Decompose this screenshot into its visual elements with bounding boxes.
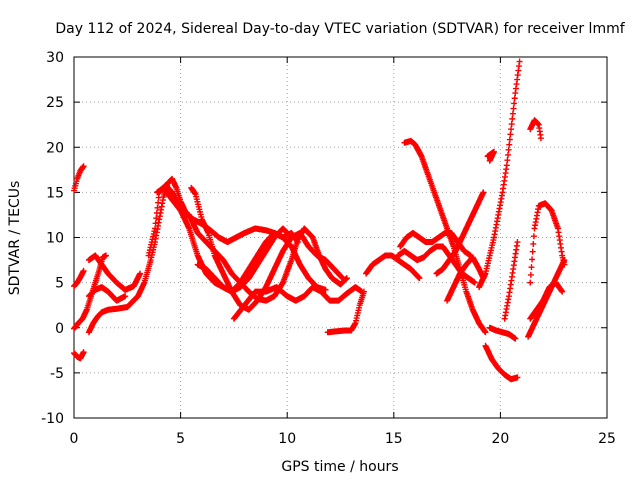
grid-lines bbox=[74, 57, 607, 418]
x-axis-label: GPS time / hours bbox=[281, 459, 398, 475]
data-point-markers bbox=[484, 148, 498, 164]
series-arc-7 bbox=[85, 284, 129, 304]
series-arc-5 bbox=[85, 175, 301, 336]
data-point-markers bbox=[154, 184, 350, 304]
series-arc-21 bbox=[484, 148, 498, 164]
series-arc-25 bbox=[527, 117, 544, 142]
series-arc-23 bbox=[486, 324, 519, 342]
data-point-markers bbox=[85, 175, 301, 336]
data-point-markers bbox=[71, 163, 87, 194]
data-point-markers bbox=[444, 254, 487, 304]
y-tick-label: -5 bbox=[50, 366, 64, 382]
x-tick-label: 25 bbox=[598, 431, 616, 447]
x-tick-label: 0 bbox=[70, 431, 79, 447]
series-arc-12 bbox=[230, 284, 365, 322]
data-marks bbox=[71, 58, 568, 383]
data-point-markers bbox=[482, 342, 521, 383]
series-arc-19 bbox=[444, 254, 487, 304]
y-tick-label: 5 bbox=[55, 276, 64, 292]
series-arc-26 bbox=[527, 200, 568, 286]
series-arc-20 bbox=[476, 58, 523, 291]
x-tick-label: 20 bbox=[491, 431, 509, 447]
series-arc-18 bbox=[433, 189, 487, 277]
series-arc-22 bbox=[482, 342, 521, 383]
series-arc-2 bbox=[71, 267, 87, 290]
data-point-markers bbox=[363, 252, 423, 282]
y-tick-label: 25 bbox=[46, 95, 64, 111]
series-arc-11 bbox=[194, 229, 329, 295]
data-point-markers bbox=[324, 288, 367, 336]
series-arc-3 bbox=[71, 349, 87, 362]
x-tick-label: 10 bbox=[278, 431, 296, 447]
series-arc-9 bbox=[154, 184, 350, 304]
data-point-markers bbox=[230, 284, 365, 322]
series-arc-13 bbox=[324, 288, 367, 336]
series-arc-14 bbox=[363, 252, 423, 282]
series-arc-24 bbox=[501, 239, 521, 322]
y-tick-label: 20 bbox=[46, 140, 64, 156]
data-point-markers bbox=[71, 267, 87, 290]
data-point-markers bbox=[85, 284, 129, 304]
series-arc-6 bbox=[85, 252, 144, 293]
chart-title: Day 112 of 2024, Sidereal Day-to-day VTE… bbox=[55, 21, 625, 37]
data-point-markers bbox=[71, 349, 87, 362]
y-tick-label: 10 bbox=[46, 231, 64, 247]
series-arc-1 bbox=[71, 163, 87, 194]
series-arc-17 bbox=[395, 243, 478, 286]
plot-area-frame bbox=[73, 56, 608, 419]
data-point-markers bbox=[194, 229, 329, 295]
data-point-markers bbox=[395, 243, 478, 286]
data-point-markers bbox=[486, 324, 519, 342]
data-point-markers bbox=[433, 189, 487, 277]
data-point-markers bbox=[527, 279, 566, 322]
y-tick-label: 30 bbox=[46, 50, 64, 66]
data-point-markers bbox=[501, 239, 521, 322]
data-point-markers bbox=[476, 58, 523, 291]
data-point-markers bbox=[85, 252, 144, 293]
y-tick-label: 0 bbox=[55, 321, 64, 337]
y-tick-label: -10 bbox=[41, 411, 64, 427]
y-axis-label: SDTVAR / TECUs bbox=[7, 181, 23, 296]
y-tick-label: 15 bbox=[46, 185, 64, 201]
x-tick-label: 5 bbox=[176, 431, 185, 447]
series-arc-28 bbox=[527, 279, 566, 322]
data-point-markers bbox=[527, 117, 544, 142]
x-tick-label: 15 bbox=[385, 431, 403, 447]
data-point-markers bbox=[527, 200, 568, 286]
axis-ticks: 0 5 10 15 20 25 -10 -5 0 5 10 15 20 25 30 bbox=[41, 50, 616, 447]
